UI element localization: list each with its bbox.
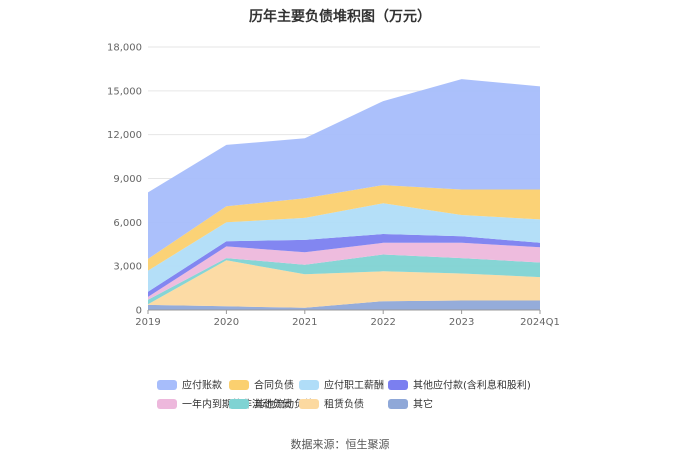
y-tick-label: 0 (136, 306, 142, 317)
legend[interactable]: 应付账款合同负债应付职工薪酬其他应付款(含利息和股利)一年内到期的非流动负债其他… (157, 379, 531, 411)
legend-item-合同负债[interactable]: 合同负债 (229, 379, 294, 392)
legend-label: 合同负债 (254, 379, 294, 392)
legend-swatch (299, 399, 319, 409)
legend-swatch (157, 399, 177, 409)
x-tick-label: 2023 (449, 317, 474, 328)
legend-swatch (299, 380, 319, 390)
x-tick-label: 2020 (214, 317, 239, 328)
legend-label: 租赁负债 (324, 398, 364, 411)
legend-label: 应付职工薪酬 (324, 379, 384, 392)
chart-title: 历年主要负债堆积图（万元） (249, 9, 431, 25)
y-tick-label: 12,000 (107, 130, 142, 141)
legend-label: 其他流动负债 (254, 398, 314, 411)
axes: 0 3,000 6,000 9,000 12,000 15,000 18,000 2019 20… (107, 43, 560, 329)
legend-item-应付职工薪酬[interactable]: 应付职工薪酬 (299, 379, 384, 392)
x-tick-label: 2022 (370, 317, 395, 328)
legend-label: 其他应付款(含利息和股利) (413, 379, 531, 392)
y-tick-label: 18,000 (107, 43, 142, 54)
area-其他应付款(含利息和股利)[interactable] (148, 234, 540, 297)
legend-item-应付账款[interactable]: 应付账款 (157, 379, 222, 392)
area-series (148, 79, 540, 310)
area-应付职工薪酬[interactable] (148, 203, 540, 292)
legend-item-租赁负债[interactable]: 租赁负债 (299, 398, 364, 411)
area-一年内到期的非流动负债[interactable] (148, 242, 540, 300)
y-tick-label: 15,000 (107, 86, 142, 97)
legend-swatch (157, 380, 177, 390)
y-tick-label: 9,000 (113, 174, 142, 185)
legend-item-其他应付款(含利息和股利)[interactable]: 其他应付款(含利息和股利) (388, 379, 531, 392)
x-tick-label: 2021 (292, 317, 317, 328)
legend-swatch (229, 399, 249, 409)
area-租赁负债[interactable] (148, 260, 540, 308)
y-tick-label: 3,000 (113, 262, 142, 273)
x-tick-label: 2024Q1 (520, 317, 560, 328)
x-tick-label: 2019 (135, 317, 160, 328)
area-合同负债[interactable] (148, 185, 540, 271)
legend-label: 应付账款 (182, 379, 222, 392)
area-应付账款[interactable] (148, 79, 540, 259)
legend-swatch (388, 380, 408, 390)
legend-swatch (229, 380, 249, 390)
area-其他流动负债[interactable] (148, 254, 540, 305)
legend-label: 其它 (413, 398, 433, 411)
data-source-note: 数据来源：恒生聚源 (290, 438, 390, 451)
legend-item-其他流动负债[interactable]: 其他流动负债 (229, 398, 314, 411)
legend-swatch (388, 399, 408, 409)
y-tick-label: 6,000 (113, 218, 142, 229)
area-其它[interactable] (148, 300, 540, 311)
legend-item-其它[interactable]: 其它 (388, 398, 433, 411)
